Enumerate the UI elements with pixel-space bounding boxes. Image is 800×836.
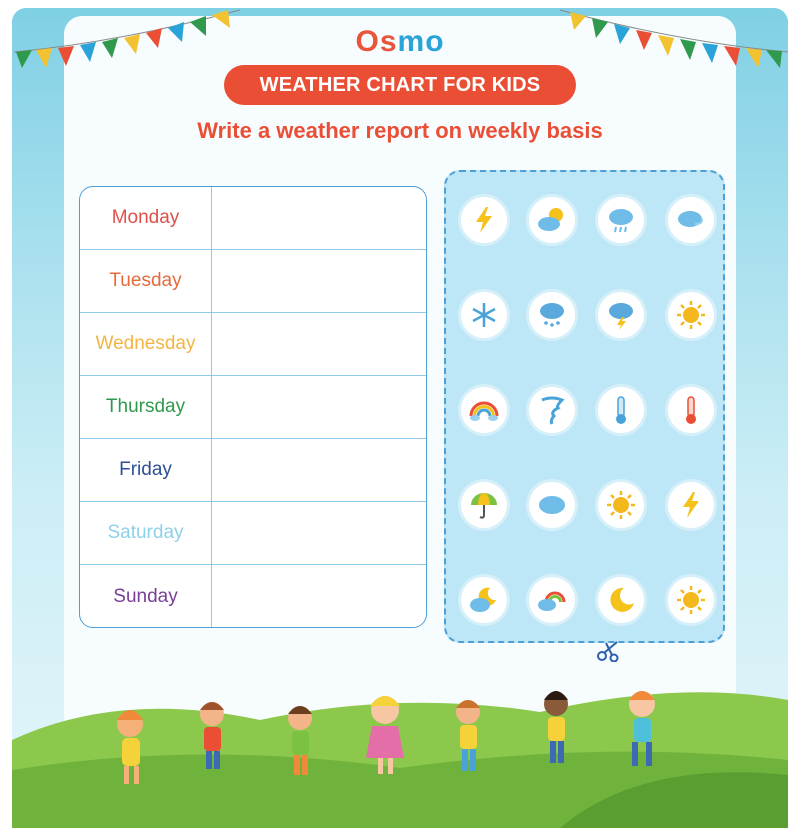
sun-icon [677, 301, 705, 329]
moon-cloud-icon [470, 587, 496, 612]
cloud-wind-icon [678, 211, 704, 227]
day-label: Sunday [80, 565, 212, 627]
rainbow-icon [469, 401, 499, 421]
table-row: Tuesday [80, 250, 426, 313]
bunting-decoration [13, 9, 789, 68]
title-banner: WEATHER CHART FOR KIDS [224, 65, 576, 105]
weather-sticker[interactable] [598, 197, 644, 243]
table-row: Thursday [80, 376, 426, 439]
lightning-icon [476, 207, 492, 233]
weather-sticker[interactable] [598, 292, 644, 338]
weather-sticker[interactable] [598, 482, 644, 528]
weather-sticker[interactable] [668, 387, 714, 433]
sun-cloud-icon [538, 208, 563, 231]
sticker-cutout-panel [444, 170, 725, 643]
cloud-icon [539, 496, 565, 514]
table-row: Wednesday [80, 313, 426, 376]
weekly-weather-table: Monday Tuesday Wednesday Thursday Friday Satu… [79, 186, 427, 628]
page-subtitle: Write a weather report on weekly basis [197, 118, 603, 143]
weather-sticker[interactable] [668, 577, 714, 623]
storm-cloud-icon [609, 303, 633, 330]
scissors-icon [597, 641, 619, 662]
table-row: Monday [80, 187, 426, 250]
brand-logo: Osmo [355, 25, 445, 58]
day-label: Saturday [80, 502, 212, 564]
table-row: Saturday [80, 502, 426, 565]
day-label: Friday [80, 439, 212, 501]
table-row: Sunday [80, 565, 426, 627]
thermometer-hot-icon [686, 396, 696, 424]
weather-sticker[interactable] [598, 577, 644, 623]
weather-sticker[interactable] [461, 482, 507, 528]
table-row: Friday [80, 439, 426, 502]
weather-sticker[interactable] [529, 577, 575, 623]
day-label: Wednesday [80, 313, 212, 375]
weather-sticker[interactable] [461, 292, 507, 338]
day-label: Monday [80, 187, 212, 249]
weather-sticker[interactable] [529, 197, 575, 243]
weather-sticker[interactable] [461, 387, 507, 433]
day-label: Thursday [80, 376, 212, 438]
tornado-icon [541, 396, 565, 425]
rainbow-cloud-icon [538, 591, 566, 611]
weather-sticker[interactable] [668, 197, 714, 243]
lightning-icon [683, 492, 699, 518]
weather-sticker[interactable] [461, 577, 507, 623]
weather-sticker[interactable] [461, 197, 507, 243]
cloud-rain-icon [609, 209, 633, 233]
weather-sticker[interactable] [529, 482, 575, 528]
weather-sticker[interactable] [529, 292, 575, 338]
rain-cloud-icon [540, 303, 564, 327]
moon-icon [610, 587, 634, 612]
weather-sticker[interactable] [529, 387, 575, 433]
umbrella-icon [471, 493, 497, 519]
weather-sticker[interactable] [598, 387, 644, 433]
weather-sticker[interactable] [668, 292, 714, 338]
weather-sticker[interactable] [668, 482, 714, 528]
thermometer-cold-icon [616, 396, 626, 424]
day-label: Tuesday [80, 250, 212, 312]
sun-icon [677, 586, 705, 614]
sun-icon [607, 491, 635, 519]
snowflake-icon [472, 303, 496, 327]
